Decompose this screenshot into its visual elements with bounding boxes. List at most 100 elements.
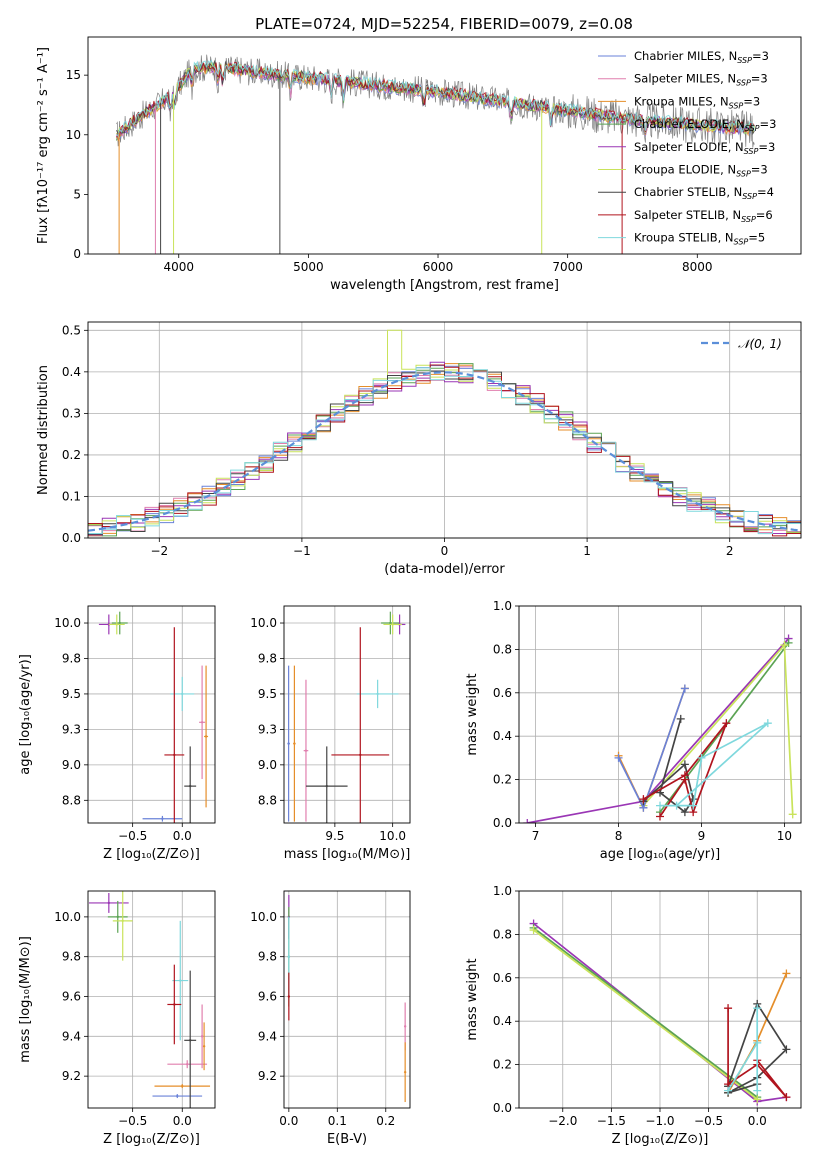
residuals-panel: −2 −1 0 1 2 0.0 0.1 0.2 0.3 0.4 0.5 (data-model)/er… [36,321,802,577]
data-point [403,1070,407,1074]
data-point [202,1045,206,1048]
x-tick-label: 10.0 [379,829,406,843]
axes-frame [518,890,802,1109]
legend-label: Chabrier MILES, NSSP=3 [634,49,769,65]
legend-count: =5 [748,231,765,245]
x-tick-label: 9.5 [325,829,344,843]
weight-marker [784,638,793,647]
y-tick-label: 9.8 [258,651,277,665]
data-point [376,692,379,696]
plot-area [523,634,797,823]
y-tick-label: 0.4 [62,365,81,379]
y-tick-label: 0.6 [493,686,512,700]
data-point [200,721,204,724]
y-tick-label: 9.4 [62,1029,81,1043]
axes-frame [283,605,411,824]
data-point [391,623,394,626]
legend-label: Kroupa MILES, NSSP=3 [634,94,760,110]
weight-marker [753,1086,762,1095]
age-vs-mass-panel: 9.5 10.0 8.8 9.0 9.3 9.5 9.8 10.0 mass [log₁₀(M/… [250,605,411,862]
y-axis-label: Normed distribution [36,365,51,495]
legend-count: =3 [751,72,768,86]
weight-line-chabrier-elodie [533,927,758,1098]
x-tick-label: −2.0 [548,1114,577,1128]
plot-area [98,611,209,823]
y-tick-label: 0.1 [62,489,81,503]
y-tick-label: 10.0 [250,616,277,630]
y-tick-label: 0.0 [493,816,512,830]
y-tick-label: 9.3 [62,722,81,736]
x-tick-label: 0.1 [328,1114,347,1128]
x-tick-label: −1 [293,544,311,558]
weight-line-kroupa-miles [617,688,686,811]
data-point [287,742,290,745]
legend-subscript: SSP [741,215,756,224]
x-tick-label: 0.0 [173,829,192,843]
weight-line-salpeter-elodie [527,637,790,823]
y-axis-label: mass [log₁₀(M/M⊙)] [18,936,33,1063]
weight-marker [788,810,797,819]
data-point [287,955,291,958]
x-tick-label: 0.2 [376,1114,395,1128]
y-tick-label: 0.0 [493,1101,512,1115]
plot-area [88,891,211,1108]
x-tick-label: 10 [777,829,792,843]
plot-area [529,919,791,1106]
data-point [287,995,291,998]
x-tick-label: 8000 [682,260,713,274]
data-point [179,979,182,982]
legend-count: =3 [758,140,775,154]
x-tick-label: 7 [532,829,540,843]
mass-vs-metallicity-panel: −0.5 0.0 9.2 9.4 9.6 9.8 10.0 Z [log₁₀(Z/Z⊙)] ma… [18,890,216,1147]
plot-area [287,611,406,823]
weight-line-kroupa-stelib [727,1008,759,1092]
y-tick-label: 0.8 [493,642,512,656]
weight-marker [722,719,731,728]
legend-subscript: SSP [737,56,752,65]
x-axis-label: mass [log₁₀(M/M⊙)] [284,847,411,862]
x-tick-label: 0 [441,544,449,558]
histogram-step-salpeter-stelib [88,364,801,537]
data-point [389,621,392,625]
legend-subscript: SSP [742,192,757,201]
x-axis-label: Z [log₁₀(Z/Z⊙)] [103,847,200,862]
y-tick-label: 10 [66,128,81,142]
y-tick-label: 0 [73,247,81,261]
y-axis-label: mass weight [465,958,480,1040]
mass-vs-ebv-panel: 0.0 0.1 0.2 9.2 9.4 9.6 9.8 10.0 E(B-V) [250,890,411,1147]
y-tick-label: 10.0 [54,910,81,924]
data-point [176,1094,179,1098]
y-tick-label: 9.0 [62,758,81,772]
weight-marker [523,819,532,823]
data-point [181,1084,184,1088]
axes-frame [87,36,802,255]
x-axis-label: Z [log₁₀(Z/Z⊙)] [103,1132,200,1147]
data-point [204,735,208,738]
weight-marker [672,801,681,810]
legend-label: Kroupa ELODIE, NSSP=3 [634,163,768,179]
weight-marker [676,714,685,723]
axes-frame [87,890,216,1109]
axes-frame [87,321,802,539]
weight-marker [689,801,698,810]
y-tick-label: 0.0 [62,531,81,545]
y-tick-label: 9.3 [258,722,277,736]
legend-label: 𝒩(0, 1) [738,337,782,351]
weight-marker [753,1095,762,1104]
legend-label: Salpeter ELODIE, NSSP=3 [634,140,775,156]
x-tick-label: 6000 [423,260,454,274]
x-tick-label: −1.0 [645,1114,674,1128]
y-tick-label: 0.4 [493,1014,512,1028]
model-line-chabrier-stelib [116,59,755,136]
data-point [188,784,192,788]
weight-marker [680,808,689,817]
x-tick-label: 5000 [293,260,324,274]
weight-marker [680,771,689,780]
legend-label: Salpeter STELIB, NSSP=6 [634,208,773,224]
data-point [200,1035,204,1038]
y-tick-label: 9.2 [258,1069,277,1083]
x-tick-label: −0.5 [118,1114,147,1128]
model-line-kroupa-stelib [116,59,755,138]
plot-area [287,894,407,1103]
y-tick-label: 0.4 [493,729,512,743]
